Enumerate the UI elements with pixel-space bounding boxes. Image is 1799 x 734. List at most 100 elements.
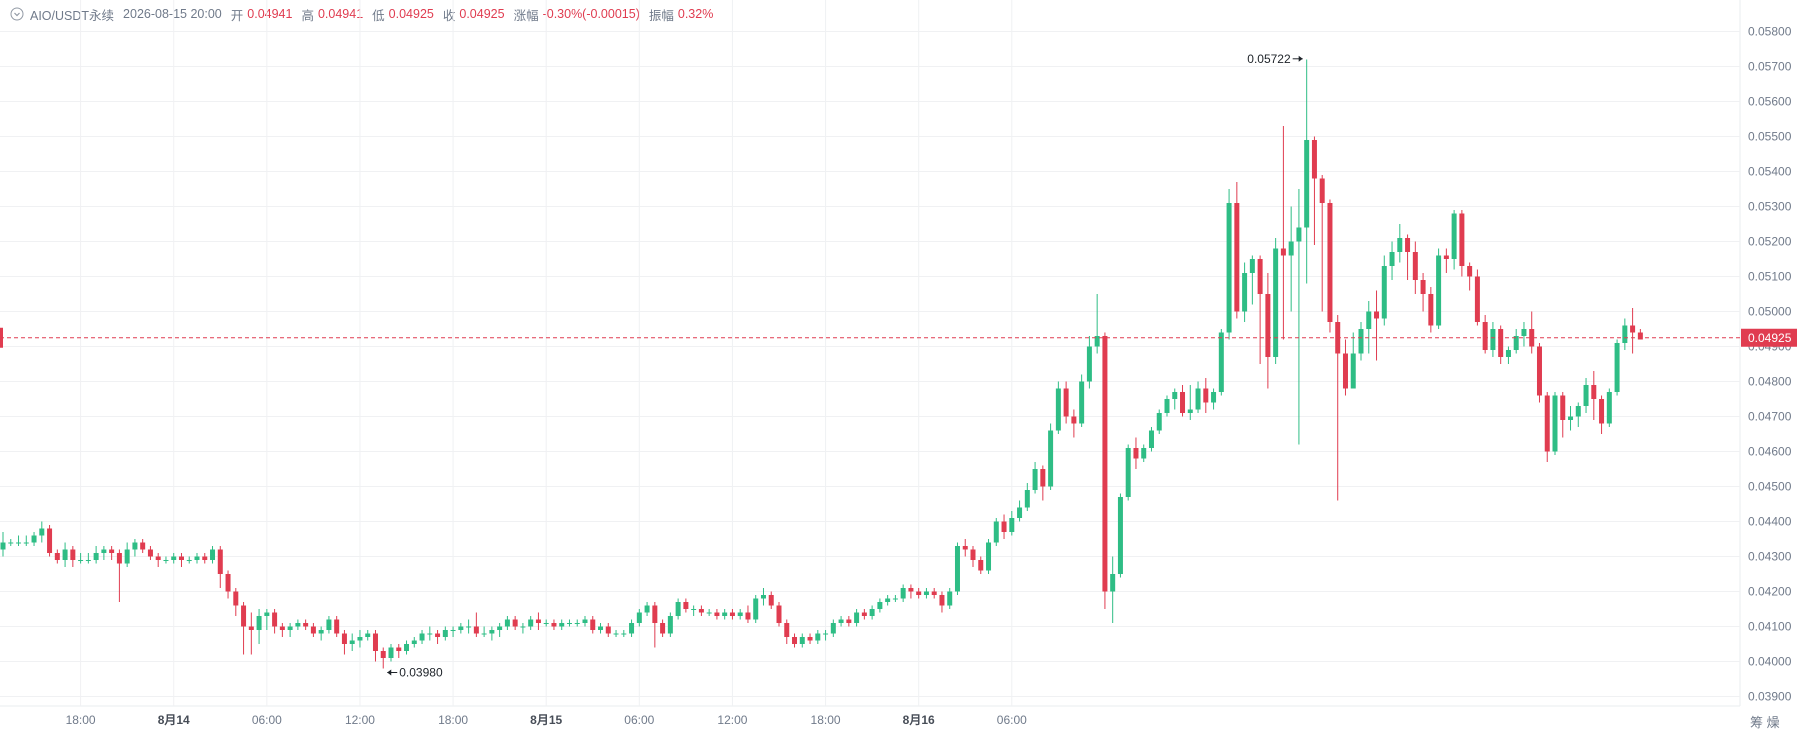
candle[interactable] <box>171 553 177 564</box>
candle[interactable] <box>1436 248 1442 330</box>
candle[interactable] <box>1319 175 1325 312</box>
candle-body[interactable] <box>1420 280 1426 294</box>
candle-body[interactable] <box>1102 336 1108 592</box>
candle-body[interactable] <box>846 619 852 624</box>
candle-body[interactable] <box>1164 399 1170 413</box>
candle-body[interactable] <box>287 626 293 631</box>
price-tick-label[interactable]: 0.05400 <box>1748 165 1792 179</box>
candle-body[interactable] <box>256 616 262 630</box>
candle-body[interactable] <box>621 633 627 635</box>
candle-body[interactable] <box>1288 241 1294 256</box>
candle[interactable] <box>815 630 821 644</box>
candle[interactable] <box>341 630 347 655</box>
candle[interactable] <box>1133 437 1139 470</box>
candle[interactable] <box>78 553 84 564</box>
candle[interactable] <box>233 588 239 616</box>
candle-body[interactable] <box>916 591 922 596</box>
time-tick-label[interactable]: 12:00 <box>717 713 747 727</box>
candle[interactable] <box>799 633 805 648</box>
candle-body[interactable] <box>1467 266 1473 277</box>
time-tick-label[interactable]: 18:00 <box>66 713 96 727</box>
candle[interactable] <box>1079 374 1085 428</box>
candle[interactable] <box>1536 343 1542 403</box>
candle[interactable] <box>70 546 76 567</box>
candle[interactable] <box>551 619 557 631</box>
time-tick-label[interactable]: 06:00 <box>997 713 1027 727</box>
candle[interactable] <box>629 619 635 638</box>
candle-body[interactable] <box>1304 140 1310 228</box>
candle-body[interactable] <box>101 549 107 554</box>
candle-body[interactable] <box>233 591 239 606</box>
candle[interactable] <box>962 539 968 557</box>
candle-body[interactable] <box>8 542 14 544</box>
candle-body[interactable] <box>869 609 875 616</box>
candle[interactable] <box>520 623 526 634</box>
candle[interactable] <box>885 595 891 606</box>
candle[interactable] <box>1405 234 1411 281</box>
candle[interactable] <box>1195 381 1201 414</box>
candle-body[interactable] <box>1474 276 1480 323</box>
candle[interactable] <box>528 616 534 630</box>
candle[interactable] <box>1032 462 1038 494</box>
candle[interactable] <box>1102 332 1108 610</box>
candle-body[interactable] <box>1342 353 1348 389</box>
candle-body[interactable] <box>1063 388 1069 417</box>
candle[interactable] <box>1048 423 1054 491</box>
candle-body[interactable] <box>1311 140 1317 179</box>
candle-body[interactable] <box>380 651 386 658</box>
candle-body[interactable] <box>691 609 697 610</box>
candle-body[interactable] <box>349 640 355 645</box>
candle[interactable] <box>1552 392 1558 455</box>
candle-body[interactable] <box>295 623 301 627</box>
candle[interactable] <box>1296 189 1302 445</box>
candle-body[interactable] <box>23 542 29 544</box>
candle-body[interactable] <box>140 542 146 550</box>
candle-body[interactable] <box>1187 409 1193 414</box>
candle-body[interactable] <box>1001 521 1007 533</box>
candle[interactable] <box>1218 329 1224 396</box>
candle-body[interactable] <box>854 612 860 624</box>
candle-body[interactable] <box>667 616 673 634</box>
candle-body[interactable] <box>629 623 635 634</box>
candle-body[interactable] <box>660 623 666 634</box>
candle-body[interactable] <box>1560 395 1566 421</box>
candle-body[interactable] <box>1389 252 1395 266</box>
candle[interactable] <box>1467 262 1473 291</box>
candle-body[interactable] <box>698 609 704 613</box>
candle[interactable] <box>310 623 316 637</box>
candle-body[interactable] <box>1622 325 1628 344</box>
candle-body[interactable] <box>163 560 169 561</box>
candle[interactable] <box>489 626 495 641</box>
candle[interactable] <box>1265 273 1271 389</box>
candle-body[interactable] <box>838 619 844 624</box>
candle[interactable] <box>1125 444 1131 501</box>
candle-body[interactable] <box>1156 413 1162 431</box>
candle-body[interactable] <box>784 623 790 637</box>
candle[interactable] <box>140 539 146 553</box>
candle[interactable] <box>380 647 386 669</box>
candle-body[interactable] <box>466 626 472 628</box>
candle-body[interactable] <box>947 591 953 606</box>
candle-body[interactable] <box>551 623 557 627</box>
candle-body[interactable] <box>1498 329 1504 357</box>
candle[interactable] <box>1412 241 1418 295</box>
candle[interactable] <box>1234 182 1240 319</box>
candle[interactable] <box>1599 395 1605 435</box>
candle[interactable] <box>1335 315 1341 501</box>
candle-body[interactable] <box>124 549 130 564</box>
candle-body[interactable] <box>1358 329 1364 354</box>
candle-body[interactable] <box>520 626 526 628</box>
candle[interactable] <box>1226 189 1232 340</box>
candle-body[interactable] <box>109 549 115 554</box>
candle-body[interactable] <box>473 626 479 634</box>
candle[interactable] <box>23 535 29 547</box>
candle[interactable] <box>1505 346 1511 365</box>
candle[interactable] <box>729 609 735 620</box>
candle[interactable] <box>124 542 130 568</box>
candle-body[interactable] <box>365 633 371 638</box>
candle-body[interactable] <box>923 591 929 596</box>
candle[interactable] <box>698 605 704 617</box>
candle[interactable] <box>1040 465 1046 501</box>
candle[interactable] <box>1211 388 1217 410</box>
candle[interactable] <box>225 570 231 599</box>
